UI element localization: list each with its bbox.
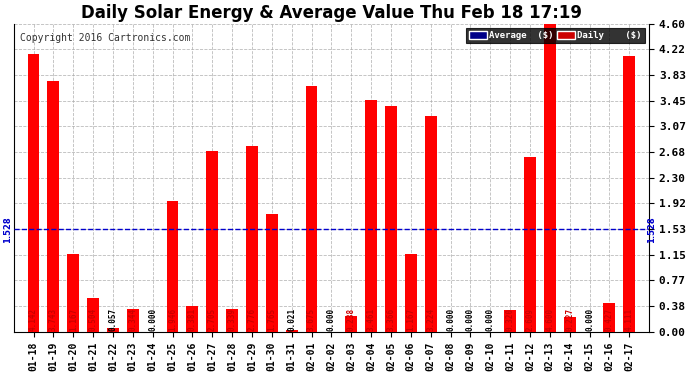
Text: 1.528: 1.528 bbox=[3, 216, 12, 243]
Text: Copyright 2016 Cartronics.com: Copyright 2016 Cartronics.com bbox=[20, 33, 190, 43]
Title: Daily Solar Energy & Average Value Thu Feb 18 17:19: Daily Solar Energy & Average Value Thu F… bbox=[81, 4, 582, 22]
Text: 1.528: 1.528 bbox=[647, 216, 656, 243]
Text: 2.776: 2.776 bbox=[248, 308, 257, 331]
Text: 1.167: 1.167 bbox=[69, 308, 78, 331]
Text: 0.339: 0.339 bbox=[228, 308, 237, 331]
Bar bbox=[623, 57, 635, 332]
Text: 0.000: 0.000 bbox=[466, 308, 475, 331]
Text: 0.227: 0.227 bbox=[565, 308, 574, 331]
Text: 0.000: 0.000 bbox=[327, 308, 336, 331]
Bar bbox=[405, 254, 417, 332]
Bar bbox=[28, 54, 39, 332]
Bar bbox=[524, 157, 536, 332]
Text: 3.461: 3.461 bbox=[366, 308, 375, 331]
Text: 3.675: 3.675 bbox=[307, 308, 316, 331]
Text: 1.167: 1.167 bbox=[406, 308, 415, 331]
Text: 4.600: 4.600 bbox=[545, 308, 554, 331]
Legend: Average  ($), Daily    ($): Average ($), Daily ($) bbox=[466, 28, 644, 43]
Text: 0.000: 0.000 bbox=[585, 308, 594, 331]
Bar bbox=[127, 309, 139, 332]
Bar bbox=[266, 213, 278, 332]
Bar bbox=[504, 310, 516, 332]
Text: 0.000: 0.000 bbox=[148, 308, 157, 331]
Text: 0.021: 0.021 bbox=[287, 308, 296, 331]
Text: 0.057: 0.057 bbox=[108, 308, 117, 331]
Text: 2.705: 2.705 bbox=[208, 308, 217, 331]
Bar bbox=[87, 298, 99, 332]
Text: 3.224: 3.224 bbox=[426, 308, 435, 331]
Text: 1.765: 1.765 bbox=[267, 308, 276, 331]
Bar bbox=[286, 330, 297, 332]
Text: 4.142: 4.142 bbox=[29, 308, 38, 331]
Bar bbox=[186, 306, 198, 332]
Bar bbox=[385, 106, 397, 332]
Text: 0.344: 0.344 bbox=[128, 308, 137, 331]
Bar bbox=[107, 328, 119, 332]
Bar bbox=[544, 24, 555, 332]
Text: 1.946: 1.946 bbox=[168, 308, 177, 331]
Bar bbox=[48, 81, 59, 332]
Text: 0.381: 0.381 bbox=[188, 308, 197, 331]
Text: 4.111: 4.111 bbox=[624, 308, 633, 331]
Bar bbox=[365, 100, 377, 332]
Text: 2.609: 2.609 bbox=[526, 308, 535, 331]
Text: 0.238: 0.238 bbox=[347, 308, 356, 331]
Bar bbox=[226, 309, 238, 332]
Text: 0.427: 0.427 bbox=[605, 308, 614, 331]
Bar bbox=[564, 316, 575, 332]
Text: 0.504: 0.504 bbox=[88, 308, 97, 331]
Text: 0.000: 0.000 bbox=[446, 308, 455, 331]
Text: 3.743: 3.743 bbox=[49, 308, 58, 331]
Bar bbox=[604, 303, 615, 332]
Text: 0.320: 0.320 bbox=[506, 308, 515, 331]
Bar bbox=[246, 146, 258, 332]
Bar bbox=[68, 254, 79, 332]
Text: 0.000: 0.000 bbox=[486, 308, 495, 331]
Bar bbox=[345, 316, 357, 332]
Bar bbox=[166, 201, 179, 332]
Bar bbox=[306, 86, 317, 332]
Bar bbox=[425, 116, 437, 332]
Bar bbox=[206, 151, 218, 332]
Text: 3.366: 3.366 bbox=[386, 308, 395, 331]
